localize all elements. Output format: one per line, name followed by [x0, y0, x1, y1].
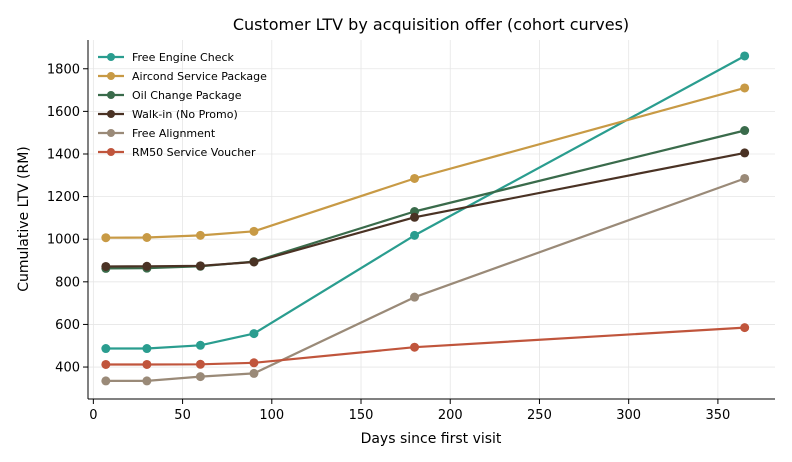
y-tick-label: 400 [55, 361, 80, 376]
data-point [740, 148, 750, 158]
legend-item: Walk-in (No Promo) [98, 108, 238, 121]
y-tick-label: 1200 [47, 190, 80, 205]
data-point [101, 344, 111, 354]
data-point [740, 83, 750, 93]
x-tick-label: 250 [527, 408, 552, 423]
x-tick-label: 0 [89, 408, 97, 423]
x-axis-ticks: 0 50 100 150 200 250 300 350 [89, 399, 730, 423]
data-point [740, 51, 750, 61]
data-point [249, 257, 259, 267]
y-tick-label: 1800 [47, 62, 80, 77]
legend-swatch-marker [107, 129, 115, 137]
legend-swatch-marker [107, 53, 115, 61]
series-aircond-service-package [101, 83, 750, 243]
y-tick-label: 800 [55, 275, 80, 290]
series-walk-in-no-promo [101, 148, 750, 271]
series-lines [101, 51, 750, 386]
legend-swatch-marker [107, 148, 115, 156]
data-point [101, 359, 111, 369]
data-point [410, 230, 420, 240]
data-point [195, 359, 205, 369]
data-point [101, 261, 111, 271]
x-tick-label: 200 [438, 408, 463, 423]
legend-swatch-marker [107, 110, 115, 118]
data-point [142, 261, 152, 271]
series-line [105, 177, 746, 382]
y-tick-label: 1400 [47, 147, 80, 162]
x-tick-label: 50 [174, 408, 191, 423]
legend-label: Walk-in (No Promo) [132, 108, 238, 121]
data-point [249, 226, 259, 236]
legend-label: Free Engine Check [132, 51, 235, 64]
legend-item: Oil Change Package [98, 89, 242, 102]
y-axis-label: Cumulative LTV (RM) [16, 146, 32, 292]
x-tick-label: 150 [349, 408, 374, 423]
legend: Free Engine Check Aircond Service Package… [98, 51, 267, 159]
y-tick-label: 1600 [47, 105, 80, 120]
data-point [740, 173, 750, 183]
legend-label: Free Alignment [132, 127, 216, 140]
data-point [410, 292, 420, 302]
x-tick-label: 350 [705, 408, 730, 423]
data-point [142, 359, 152, 369]
data-point [101, 376, 111, 386]
legend-swatch-marker [107, 72, 115, 80]
series-free-alignment [101, 173, 750, 386]
data-point [142, 376, 152, 386]
legend-item: RM50 Service Voucher [98, 146, 256, 159]
series-line [105, 86, 745, 239]
data-point [195, 261, 205, 271]
chart-title: Customer LTV by acquisition offer (cohor… [233, 15, 629, 34]
data-point [142, 233, 152, 243]
data-point [142, 344, 152, 354]
data-point [195, 230, 205, 240]
data-point [249, 329, 259, 339]
legend-label: Oil Change Package [132, 89, 242, 102]
data-point [249, 368, 259, 378]
data-point [195, 340, 205, 350]
series-rm50-service-voucher [101, 323, 750, 369]
data-point [740, 126, 750, 136]
legend-item: Free Alignment [98, 127, 216, 140]
y-tick-label: 600 [55, 318, 80, 333]
data-point [249, 358, 259, 368]
data-point [195, 372, 205, 382]
y-tick-label: 1000 [47, 233, 80, 248]
axes [87, 40, 775, 400]
legend-item: Free Engine Check [98, 51, 235, 64]
legend-label: RM50 Service Voucher [132, 146, 256, 159]
y-axis-ticks: 400 600 800 1000 1200 1400 1600 1800 [47, 62, 88, 376]
x-axis-label: Days since first visit [361, 431, 502, 447]
x-tick-label: 300 [616, 408, 641, 423]
data-point [101, 233, 111, 243]
legend-swatch-marker [107, 91, 115, 99]
series-line [105, 151, 745, 268]
legend-label: Aircond Service Package [132, 70, 267, 83]
data-point [410, 173, 420, 183]
data-point [410, 212, 420, 222]
data-point [410, 342, 420, 352]
legend-item: Aircond Service Package [98, 70, 267, 83]
data-point [740, 323, 750, 333]
series-line [105, 326, 745, 366]
x-tick-label: 100 [259, 408, 284, 423]
